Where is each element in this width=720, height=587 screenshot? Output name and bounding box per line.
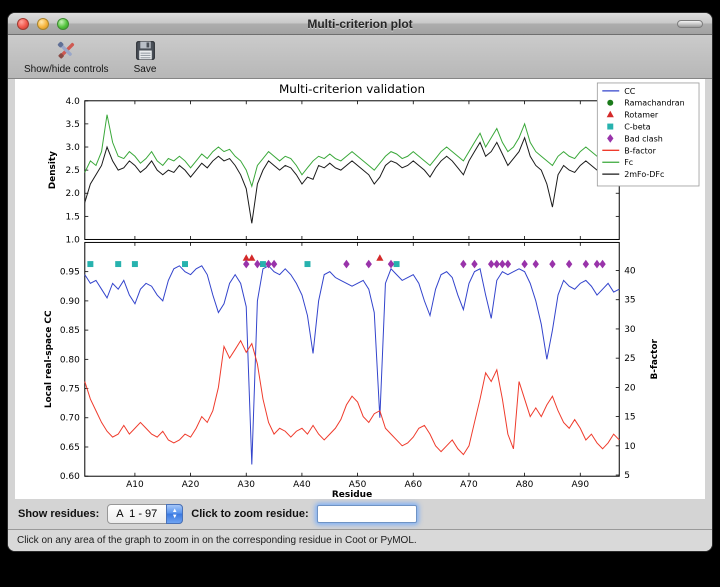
svg-text:25: 25	[624, 354, 635, 364]
svg-text:0.90: 0.90	[60, 297, 80, 307]
show-hide-controls-button[interactable]: Show/hide controls	[24, 38, 109, 75]
show-residues-label: Show residues:	[18, 508, 100, 520]
show-hide-controls-label: Show/hide controls	[24, 64, 109, 75]
toolbar-toggle-button[interactable]	[677, 20, 703, 28]
density-plot-frame[interactable]	[84, 100, 620, 240]
svg-text:Bad clash: Bad clash	[624, 134, 663, 143]
chain-range-value: A 1 - 97	[116, 508, 158, 520]
residue-axis-label: Residue	[332, 490, 372, 499]
svg-text:A70: A70	[460, 480, 478, 490]
svg-text:20: 20	[624, 383, 636, 393]
svg-text:35: 35	[624, 296, 635, 306]
series-2mfo-dfc	[84, 136, 620, 224]
zoom-window-button[interactable]	[57, 17, 69, 30]
svg-text:30: 30	[624, 325, 636, 335]
svg-text:Fc: Fc	[624, 158, 633, 167]
svg-text:A60: A60	[404, 480, 422, 490]
svg-text:0.95: 0.95	[60, 268, 80, 278]
svg-text:A50: A50	[349, 480, 367, 490]
svg-text:2mFo-DFc: 2mFo-DFc	[624, 170, 664, 179]
svg-text:CC: CC	[624, 87, 636, 96]
save-button[interactable]: Save	[133, 38, 158, 75]
svg-text:15: 15	[624, 413, 635, 423]
zoom-residue-input[interactable]	[316, 505, 417, 523]
traffic-lights	[17, 13, 69, 34]
save-icon	[135, 41, 155, 60]
minimize-button[interactable]	[37, 17, 49, 30]
chart-title: Multi-criterion validation	[279, 82, 425, 96]
tools-icon	[57, 41, 74, 59]
svg-text:A90: A90	[571, 480, 589, 490]
multi-criterion-chart[interactable]: Multi-criterion validation 1.0 1.5 2.0 2.5 3.…	[15, 79, 705, 499]
cc-plot-frame[interactable]	[84, 241, 620, 477]
save-label: Save	[133, 64, 157, 75]
plot-panel[interactable]: Multi-criterion validation 1.0 1.5 2.0 2.5 3.…	[15, 79, 705, 499]
svg-text:0.70: 0.70	[60, 414, 80, 424]
svg-text:0.60: 0.60	[60, 472, 80, 482]
outlier-markers-c-beta	[87, 261, 400, 268]
svg-text:0.80: 0.80	[60, 355, 80, 365]
multi-criterion-plot-window: Multi-criterion plot Show/hide controls	[7, 12, 713, 552]
zoom-residue-label: Click to zoom residue:	[191, 508, 309, 520]
series-fc	[84, 114, 620, 188]
status-text: Click on any area of the graph to zoom i…	[17, 535, 417, 546]
bfactor-axis-label: B-factor	[650, 339, 660, 380]
svg-text:A30: A30	[237, 480, 255, 490]
window-title: Multi-criterion plot	[307, 16, 413, 31]
status-bar: Click on any area of the graph to zoom i…	[8, 529, 712, 551]
svg-text:0.65: 0.65	[60, 443, 80, 453]
series-b-factor	[84, 339, 620, 456]
svg-text:3.5: 3.5	[66, 120, 80, 130]
svg-text:C-beta: C-beta	[624, 123, 651, 132]
svg-text:B-factor: B-factor	[624, 146, 656, 155]
series-cc	[84, 265, 620, 465]
titlebar[interactable]: Multi-criterion plot	[8, 13, 712, 35]
svg-text:A10: A10	[126, 480, 144, 490]
toolbar: Show/hide controls Save	[8, 35, 712, 79]
svg-text:10: 10	[624, 442, 636, 452]
svg-text:40: 40	[624, 266, 636, 276]
svg-text:Rotamer: Rotamer	[624, 111, 659, 120]
svg-text:5: 5	[624, 471, 630, 481]
svg-text:4.0: 4.0	[66, 97, 81, 107]
stepper-arrows-icon[interactable]: ▲ ▼	[166, 504, 184, 524]
svg-text:1.5: 1.5	[66, 212, 80, 222]
outlier-markers-rotamer	[242, 254, 384, 261]
legend: CC Ramachandran Rotamer C-beta Bad clash B-fa…	[596, 82, 700, 187]
svg-text:2.0: 2.0	[66, 189, 81, 199]
svg-text:2.5: 2.5	[66, 166, 80, 176]
cc-axis-label: Local real-space CC	[44, 311, 54, 409]
svg-text:3.0: 3.0	[66, 143, 81, 153]
density-axis-label: Density	[48, 151, 58, 189]
svg-text:0.85: 0.85	[60, 326, 80, 336]
svg-text:Ramachandran: Ramachandran	[624, 99, 684, 108]
controls-bar: Show residues: A 1 - 97 ▲ ▼ Click to zoom…	[8, 499, 712, 529]
svg-text:A20: A20	[182, 480, 200, 490]
chain-range-selector[interactable]: A 1 - 97 ▲ ▼	[107, 504, 184, 524]
svg-text:A80: A80	[516, 480, 534, 490]
close-button[interactable]	[17, 17, 29, 30]
svg-text:1.0: 1.0	[66, 235, 81, 245]
outlier-markers-bad-clash	[243, 259, 606, 269]
svg-text:0.75: 0.75	[60, 385, 80, 395]
svg-text:A40: A40	[293, 480, 311, 490]
